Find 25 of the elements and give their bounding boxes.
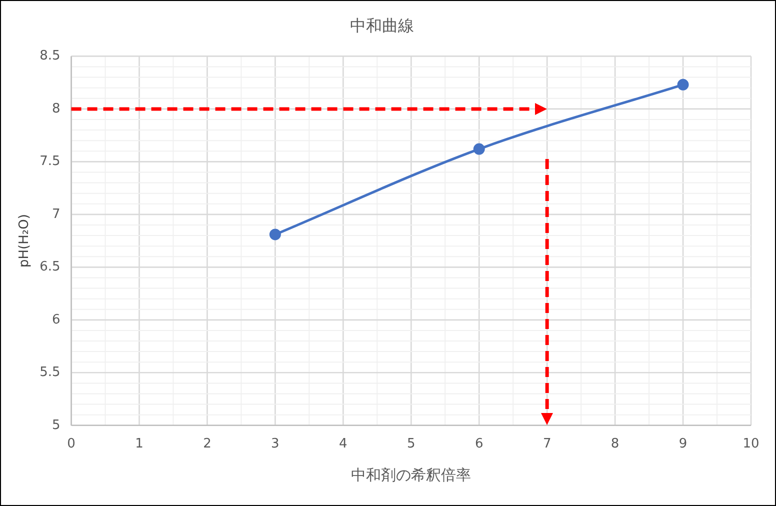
x-tick-label: 0 <box>67 436 76 452</box>
x-tick-label: 5 <box>406 436 416 452</box>
y-tick-label: 8.5 <box>40 48 60 64</box>
x-tick-label: 3 <box>271 436 280 452</box>
point <box>473 143 485 155</box>
x-tick-label: 7 <box>542 436 552 452</box>
y-tick-label: 6.5 <box>40 260 60 275</box>
point <box>677 78 689 90</box>
x-tick-label: 6 <box>474 436 484 452</box>
y-tick-label: 7.5 <box>40 154 60 170</box>
y-tick-label: 5 <box>52 418 60 433</box>
y-tick-label: 8 <box>52 101 60 116</box>
y-tick-label: 6 <box>52 312 60 328</box>
y-tick-label: 5.5 <box>40 365 60 380</box>
x-axis-title: 中和剤の希釈倍率 <box>351 466 472 484</box>
x-tick-label: 4 <box>339 436 348 452</box>
x-tick-label: 9 <box>678 436 688 452</box>
y-axis-title: pH(H₂O) <box>17 214 32 268</box>
x-tick-label: 1 <box>135 436 144 452</box>
point <box>269 228 281 240</box>
x-tick-label: 10 <box>742 436 760 452</box>
x-tick-label: 2 <box>203 436 212 452</box>
x-tick-label: 8 <box>610 436 620 452</box>
chart-title: 中和曲線 <box>350 16 414 35</box>
y-tick-label: 7 <box>52 206 60 222</box>
